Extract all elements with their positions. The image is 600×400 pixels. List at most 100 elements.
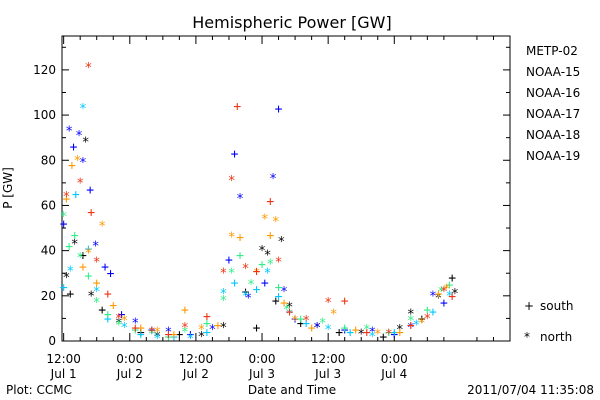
north-point: * [92,240,100,255]
south-point: + [302,316,310,331]
x-tick-date: Jul 3 [314,367,341,381]
south-point: + [261,276,269,291]
north-point: * [115,312,123,327]
north-point: * [244,292,252,307]
north-point: * [228,174,236,189]
south-point: + [137,328,145,343]
north-point: * [423,312,431,327]
north-point: * [62,190,70,205]
north-point: * [228,267,236,282]
south-point: + [258,258,266,273]
y-tick-label: 80 [41,153,56,167]
x-axis-label: Date and Time [248,383,336,397]
south-point: + [214,319,222,334]
south-point: + [131,323,139,338]
north-point: * [115,319,123,334]
south-point: + [148,323,156,338]
north-point: * [385,328,393,343]
y-tick-label: 100 [33,108,56,122]
north-point: * [85,246,93,261]
series-noaa-19: ***+*+*+ * + *+**+* ++*+** ++ *+ ** + [62,61,456,343]
south-point: + [341,323,349,338]
north-point: * [153,325,161,340]
south-point: + [186,328,194,343]
north-point: * [407,314,415,329]
y-tick-label: 0 [48,334,56,348]
south-point: + [104,312,112,327]
y-axis-label: P [GW] [1,167,15,209]
north-point: * [153,330,161,345]
legend-symbol: + [524,299,534,313]
north-point: * [434,292,442,307]
south-point: + [429,305,437,320]
south-point: + [107,267,115,282]
x-tick-time: 12:00 [311,352,346,366]
north-point: * [60,210,68,225]
south-point: + [445,278,453,293]
series-noaa-17: *++*+*+* + * + *+**+*+ *+*+ * + * +*+* + [60,210,454,345]
north-point: * [242,289,250,304]
south-point: + [297,316,305,331]
south-point: + [175,328,183,343]
north-point: * [220,321,228,336]
south-point: + [203,310,211,325]
legend-entry-noaa-19: NOAA-19 [526,149,580,163]
north-point: * [220,294,228,309]
series-metp-02: *+*+**+*+ * + **++**+**+ * + * + ** +*+* [62,136,458,345]
south-point: + [286,305,294,320]
north-point: * [407,321,415,336]
south-point: + [87,206,95,221]
south-point: + [79,249,87,264]
south-point: + [131,321,139,336]
south-point: + [60,217,68,232]
legend-entry-noaa-15: NOAA-15 [526,65,580,79]
north-point: * [261,213,269,228]
north-point: * [79,156,87,171]
south-point: + [137,321,145,336]
north-point: * [228,231,236,246]
legend: METP-02 NOAA-15 NOAA-16 NOAA-17 NOAA-18 NOAA-… [524,44,580,344]
north-point: * [291,314,299,329]
north-point: * [253,267,261,282]
south-point: + [62,192,70,207]
north-point: * [87,289,95,304]
south-point: + [390,325,398,340]
south-point: + [86,183,94,198]
plot-credit: Plot: CCMC [6,383,72,397]
north-point: * [148,325,156,340]
legend-entry-noaa-17: NOAA-17 [526,107,580,121]
south-point: + [104,307,112,322]
chart-title: Hemispheric Power [GW] [192,13,391,32]
south-point: + [203,316,211,331]
south-point: + [231,147,239,162]
north-point: * [451,287,459,302]
south-point: + [396,325,404,340]
north-point: * [247,278,255,293]
south-point: + [79,260,87,275]
north-point: * [324,296,332,311]
legend-entry-metp-02: METP-02 [526,44,578,58]
south-point: + [275,102,283,117]
x-tick-time: 12:00 [46,352,81,366]
south-point: + [407,319,415,334]
south-point: + [93,276,101,291]
north-point: * [120,314,128,329]
x-tick-date: Jul 3 [248,367,275,381]
south-point: + [231,276,239,291]
south-point: + [164,328,172,343]
south-point: + [253,283,261,298]
y-axis: 0 20 40 60 80 100 120 [33,46,510,348]
north-point: * [418,316,426,331]
north-point: * [374,328,382,343]
y-tick-label: 120 [33,63,56,77]
south-point: + [164,330,172,345]
north-point: * [368,325,376,340]
south-point: + [65,240,73,255]
north-point: * [443,283,451,298]
y-tick-label: 60 [41,198,56,212]
y-tick-label: 40 [41,244,56,258]
south-point: + [434,287,442,302]
north-point: * [71,237,79,252]
south-point: + [363,325,371,340]
north-point: * [164,325,172,340]
